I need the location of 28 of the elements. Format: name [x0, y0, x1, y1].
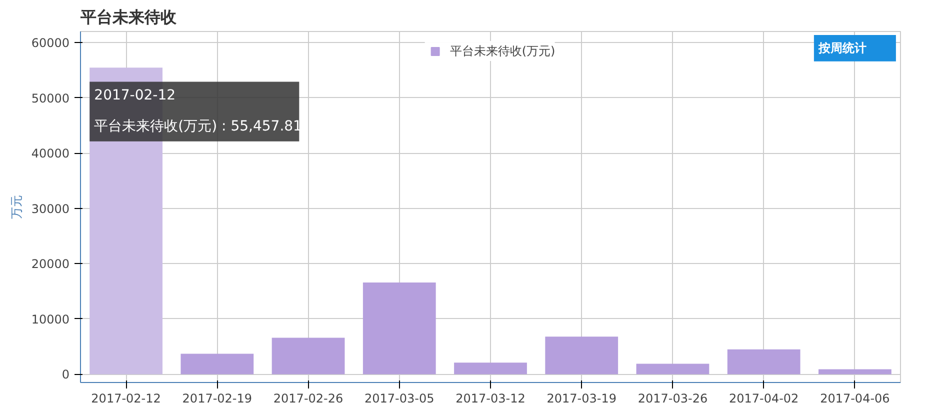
x-tick-label: 2017-04-06: [820, 392, 890, 406]
y-tick-label: 10000: [31, 312, 70, 326]
x-tick-label: 2017-02-12: [91, 392, 161, 406]
x-tick-label: 2017-04-02: [728, 392, 799, 406]
x-tick-label: 2017-03-12: [456, 392, 526, 406]
bar: [454, 362, 527, 374]
annotation: 按周统计: [818, 41, 866, 56]
y-tick-label: 30000: [31, 202, 70, 216]
x-tick-label: 2017-03-26: [638, 392, 708, 406]
x-tick-label: 2017-03-19: [546, 392, 616, 406]
bar: [272, 338, 345, 374]
y-tick-label: 40000: [31, 146, 70, 161]
y-axis-title: 万元: [9, 195, 24, 219]
bar: [727, 349, 800, 374]
y-tick-label: 20000: [31, 257, 70, 272]
x-tick-label: 2017-03-05: [364, 392, 434, 406]
y-tick-label: 0: [62, 368, 70, 382]
bar: [818, 369, 892, 374]
bar: [636, 364, 710, 374]
x-tick-label: 2017-02-19: [182, 392, 252, 406]
bar: [180, 354, 254, 374]
y-tick-label: 60000: [31, 36, 70, 50]
bar: [545, 336, 618, 374]
legend-label: 平台未来待收(万元): [450, 42, 556, 60]
chart-title: 平台未来待收: [80, 8, 178, 26]
x-tick-label: 2017-02-26: [273, 392, 344, 406]
bar: [362, 282, 436, 374]
y-tick-label: 50000: [31, 91, 70, 106]
